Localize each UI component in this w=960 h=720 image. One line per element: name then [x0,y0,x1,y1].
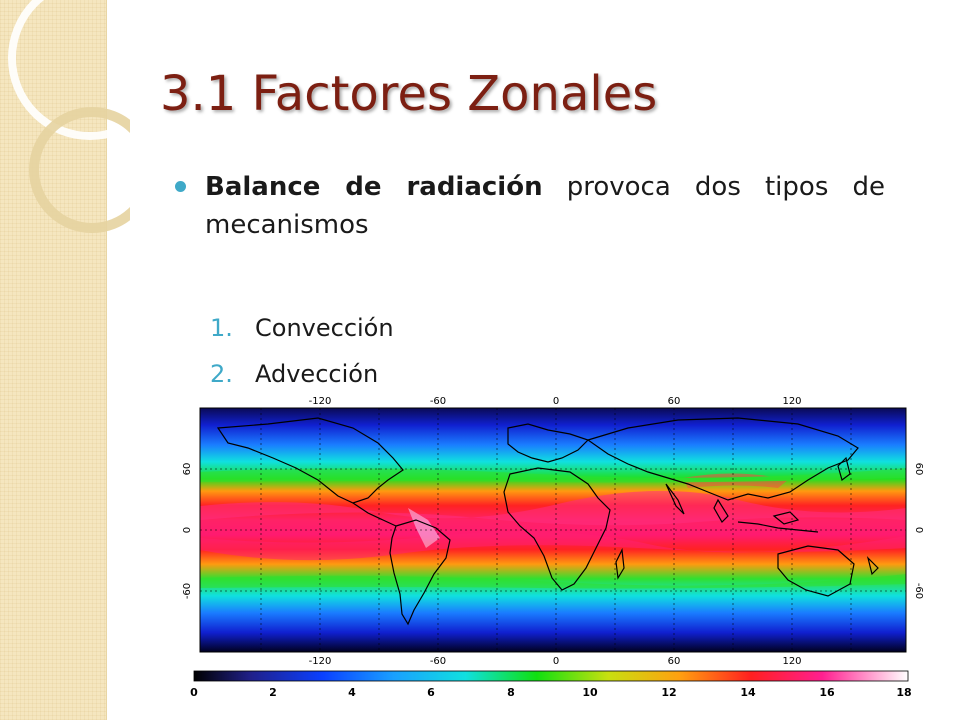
lon-tick-label: 60 [668,396,681,407]
list-label: Advección [255,360,379,388]
colorbar-tick-label: 14 [740,686,756,699]
lon-tick-label: 0 [553,396,559,407]
list-label: Convección [255,314,394,342]
colorbar-tick-label: 8 [507,686,515,699]
slide-title: 3.1 Factores Zonales [160,66,658,122]
colorbar-tick-label: 16 [819,686,835,699]
map-grid [200,408,906,652]
colorbar-tick-label: 2 [269,686,277,699]
lon-tick-label: 120 [782,396,801,407]
coastlines [216,417,879,626]
heatmap-field [200,408,906,652]
list-number: 2. [210,360,233,388]
colorbar-tick-label: 6 [427,686,435,699]
bullet-rest-text: provoca dos tipos de mecanismos [205,172,885,240]
colorbar-tick-labels: 0 2 4 6 8 10 12 14 16 18 [190,686,911,699]
list-item: 1. Convección [210,308,394,354]
lon-tick-label: -120 [309,656,332,667]
lat-tick-labels-left: 60 0 -60 [182,463,193,600]
colorbar-tick-label: 18 [896,686,911,699]
lon-tick-labels-top: -120 -60 0 60 120 [309,396,802,407]
list-item: 2. Advección [210,354,394,400]
lat-tick-label: -60 [182,583,193,599]
bullet-dot-icon [175,181,186,192]
colorbar-tick-label: 12 [661,686,676,699]
decorative-circles [8,0,130,233]
bullet-text: Balance de radiación provoca dos tipos d… [205,168,885,244]
lat-tick-labels-right: 60 0 -60 [913,463,924,600]
lon-tick-label: -60 [430,396,446,407]
colorbar-tick-label: 4 [348,686,356,699]
lon-tick-label: 60 [668,656,681,667]
numbered-list: 1. Convección 2. Advección [210,308,394,400]
lat-tick-label: -60 [913,583,924,599]
lon-tick-labels-bottom: -120 -60 0 60 120 [309,656,802,667]
bullet-bold-text: Balance de radiación [205,172,543,202]
lat-tick-label: 0 [913,527,924,533]
lon-tick-label: 0 [553,656,559,667]
colorbar-tick-label: 10 [582,686,598,699]
lat-tick-label: 60 [913,463,924,476]
lon-tick-label: 120 [782,656,801,667]
colorbar-tick-label: 0 [190,686,198,699]
lon-tick-label: -120 [309,396,332,407]
lon-tick-label: -60 [430,656,446,667]
colorbar [193,670,909,682]
decorative-side-strip [0,0,107,720]
lat-tick-label: 0 [182,527,193,533]
list-number: 1. [210,314,233,342]
lat-tick-label: 60 [182,463,193,476]
world-map-figure: -120 -60 0 60 120 -120 -60 0 60 120 60 0… [182,396,924,699]
map-frame [199,407,907,653]
